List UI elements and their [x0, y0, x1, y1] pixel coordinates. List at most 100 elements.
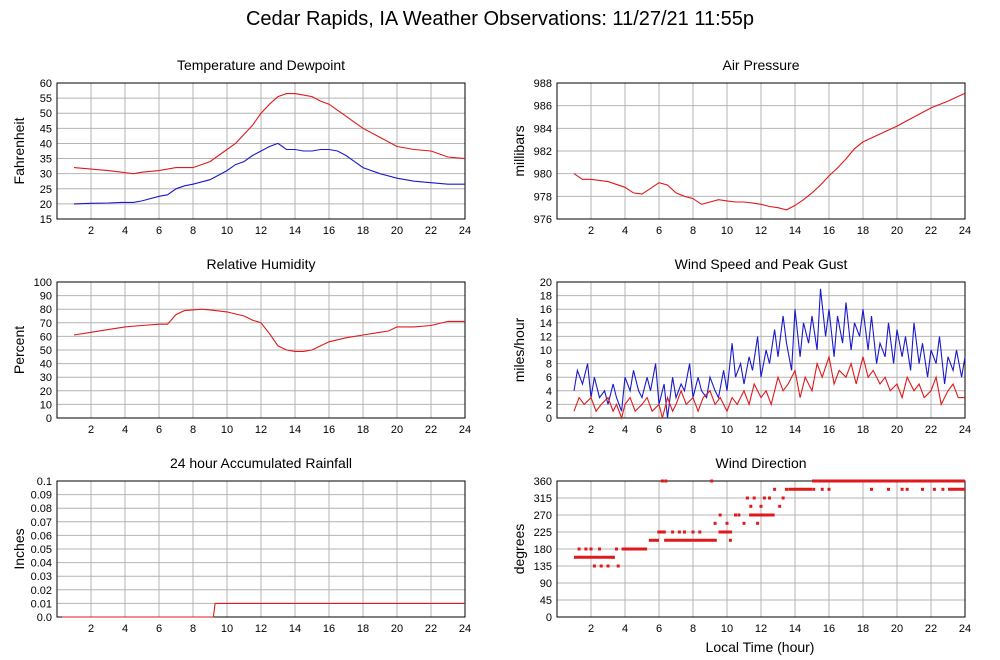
x-tick-label: 4	[622, 623, 628, 635]
y-tick-label: 984	[534, 123, 552, 135]
y-tick-label: 0.07	[31, 517, 52, 529]
y-tick-label: 0	[546, 413, 552, 425]
direction-point	[728, 538, 732, 542]
x-tick-label: 2	[588, 424, 594, 436]
x-tick-label: 8	[690, 225, 696, 237]
plot-frame	[556, 82, 966, 220]
series-line-1	[73, 142, 465, 205]
x-tick-label: 18	[857, 225, 869, 237]
x-tick-label: 10	[721, 623, 733, 635]
direction-point	[683, 530, 686, 534]
y-tick-label: 4	[546, 386, 552, 398]
x-tick-label: 10	[221, 225, 233, 237]
direction-point	[592, 564, 596, 568]
direction-point	[713, 521, 717, 525]
x-tick-label: 20	[891, 225, 903, 237]
y-tick-label: 90	[40, 291, 52, 303]
y-tick-label: 70	[40, 318, 52, 330]
y-tick-label: 0.01	[31, 598, 52, 610]
series-line-0	[73, 308, 465, 352]
x-tick-label: 16	[823, 623, 835, 635]
direction-point	[725, 521, 729, 525]
direction-point	[599, 564, 603, 568]
x-tick-label: 24	[959, 225, 971, 237]
plot-frame	[556, 281, 966, 419]
direction-point	[749, 504, 753, 508]
x-tick-label: 22	[425, 623, 437, 635]
x-tick-label: 24	[459, 623, 471, 635]
direction-point	[710, 479, 714, 483]
direction-point	[691, 530, 695, 534]
series-line-0	[573, 92, 966, 211]
series-line-0	[73, 93, 466, 175]
direction-point	[615, 547, 618, 551]
y-tick-label: 30	[40, 169, 52, 181]
direction-point	[905, 487, 909, 491]
x-tick-label: 12	[255, 424, 267, 436]
y-axis-label: miles/hour	[511, 317, 527, 382]
y-tick-label: 45	[40, 123, 52, 135]
y-axis-label: millibars	[511, 125, 527, 176]
y-tick-label: 90	[540, 578, 552, 590]
y-tick-label: 30	[40, 372, 52, 384]
x-tick-label: 24	[459, 225, 471, 237]
direction-point	[785, 487, 788, 491]
direction-point	[827, 487, 831, 491]
x-tick-label: 8	[190, 225, 196, 237]
chart-title: 24 hour Accumulated Rainfall	[170, 455, 352, 471]
direction-point	[768, 496, 771, 500]
direction-point	[759, 504, 763, 508]
x-tick-label: 6	[656, 225, 662, 237]
direction-point	[589, 547, 593, 551]
y-tick-label: 0.02	[31, 585, 52, 597]
y-tick-label: 12	[540, 331, 552, 343]
x-tick-label: 20	[391, 623, 403, 635]
direction-point	[742, 521, 746, 525]
y-tick-label: 8	[546, 359, 552, 371]
x-tick-label: 24	[959, 623, 971, 635]
y-tick-label: 16	[540, 304, 552, 316]
chart-title: Relative Humidity	[207, 256, 316, 272]
y-tick-label: 35	[40, 154, 52, 166]
y-tick-label: 20	[40, 199, 52, 211]
x-tick-label: 14	[289, 424, 301, 436]
direction-point	[677, 530, 681, 534]
x-tick-label: 4	[122, 623, 128, 635]
x-tick-label: 24	[959, 424, 971, 436]
x-tick-label: 16	[323, 424, 335, 436]
direction-point	[778, 504, 782, 508]
y-tick-label: 980	[534, 169, 552, 181]
rain-chart: 0.0 0.010.02 0.030.04 0.05 0.060.07 0.080.09 0…	[11, 455, 471, 635]
y-tick-label: 20	[540, 277, 552, 289]
direction-point	[921, 487, 924, 491]
y-tick-label: 225	[534, 527, 552, 539]
x-tick-label: 8	[190, 623, 196, 635]
direction-point	[722, 530, 726, 534]
direction-point	[756, 521, 760, 525]
x-tick-label: 16	[823, 225, 835, 237]
x-tick-label: 10	[221, 424, 233, 436]
direction-point	[718, 513, 722, 517]
y-tick-label: 0.05	[31, 544, 52, 556]
chart-title: Air Pressure	[722, 57, 799, 73]
x-tick-label: 4	[122, 225, 128, 237]
y-tick-label: 60	[40, 331, 52, 343]
direction-point	[773, 487, 777, 491]
y-axis-label: Inches	[11, 528, 27, 569]
y-tick-label: 976	[534, 214, 552, 226]
x-tick-label: 12	[755, 424, 767, 436]
plot-frame	[56, 82, 466, 220]
page-title: Cedar Rapids, IA Weather Observations: 1…	[245, 8, 755, 30]
y-tick-label: 988	[534, 78, 552, 90]
y-tick-label: 0.1	[37, 476, 52, 488]
y-tick-label: 40	[40, 138, 52, 150]
series-line-0	[573, 288, 966, 419]
x-tick-label: 6	[656, 424, 662, 436]
x-tick-label: 12	[255, 225, 267, 237]
x-tick-label: 2	[588, 225, 594, 237]
y-tick-label: 0.09	[31, 490, 52, 502]
plot-frame	[556, 480, 966, 618]
direction-point	[926, 479, 930, 483]
